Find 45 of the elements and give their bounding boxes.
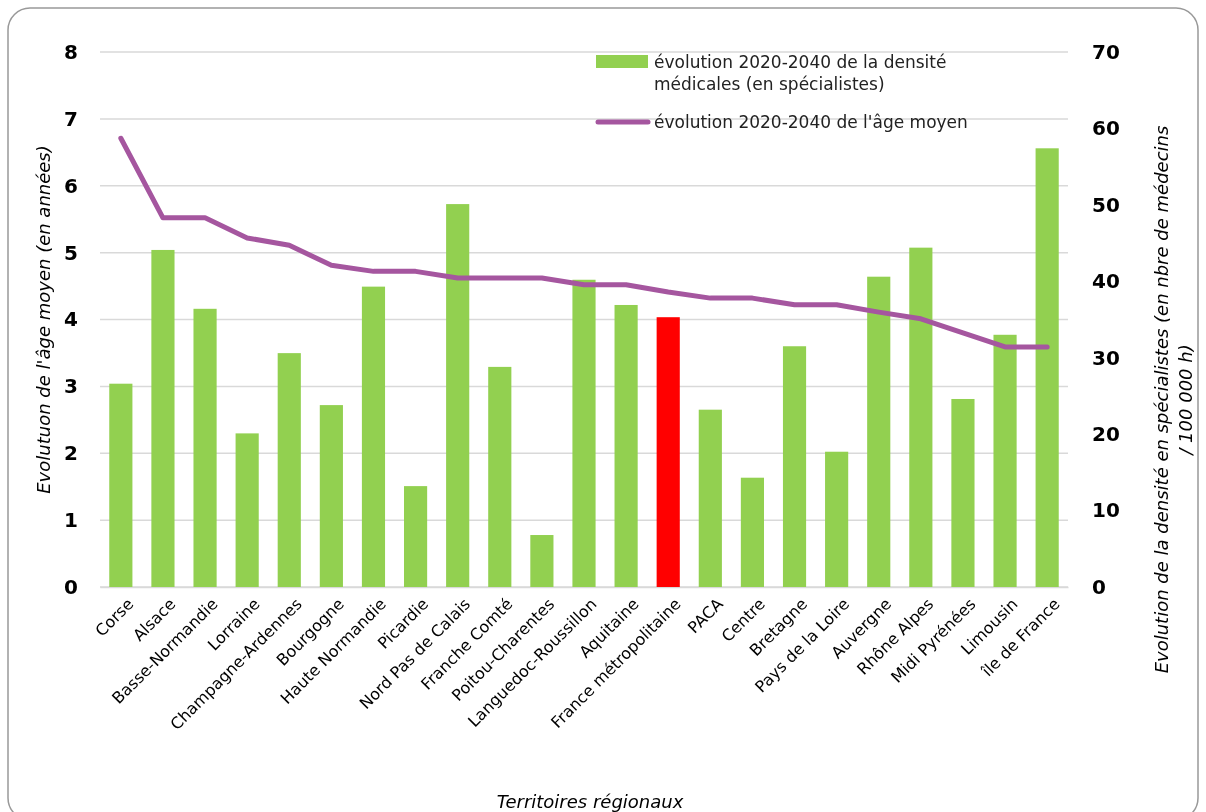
legend-label: évolution 2020-2040 de l'âge moyen [654,112,968,132]
bar [572,279,596,587]
bar [235,433,259,587]
y-axis-title: Evolutuon de l'âge moyen (en années) [33,145,54,494]
y2-tick-label: 10 [1092,498,1120,523]
bar [530,535,554,587]
y2-axis-title: Evolution de la densité en spécialistes (en nbre de médecins / 100 000 h) [1151,125,1196,674]
bar [319,405,343,587]
y-tick-label: 6 [64,173,78,198]
bar [825,451,849,587]
y-tick-label: 4 [64,307,78,332]
bar [993,334,1017,587]
x-axis-title: Territoires régionaux [496,791,684,812]
y2-tick-label: 40 [1092,269,1120,294]
y-tick-label: 5 [64,240,78,265]
legend-label: évolution 2020-2040 de la densité médicales (en spécialistes) [654,52,947,94]
y-tick-label: 0 [64,574,78,599]
y-tick-label: 7 [64,106,78,131]
bar [1035,148,1059,587]
bar [446,204,470,587]
bar [698,409,722,587]
y-tick-label: 1 [64,508,78,533]
bar [488,366,512,587]
bar [656,317,680,587]
y-tick-label: 8 [64,39,78,64]
y2-tick-label: 70 [1092,39,1120,64]
y-tick-label: 2 [64,441,78,466]
y2-tick-label: 60 [1092,116,1120,141]
bar [867,276,891,587]
bar [151,249,175,587]
y2-tick-label: 20 [1092,422,1120,447]
bar [614,304,638,587]
bar [193,308,217,587]
y2-tick-label: 0 [1092,574,1106,599]
bar [782,346,807,587]
bar [740,477,764,587]
bar [404,486,428,587]
bar [277,353,301,587]
bar [909,247,933,587]
bar [361,286,386,587]
y2-tick-label: 30 [1092,345,1120,370]
y-tick-label: 3 [64,374,78,399]
bar [951,398,975,587]
bar [109,383,133,587]
y2-tick-label: 50 [1092,192,1120,217]
